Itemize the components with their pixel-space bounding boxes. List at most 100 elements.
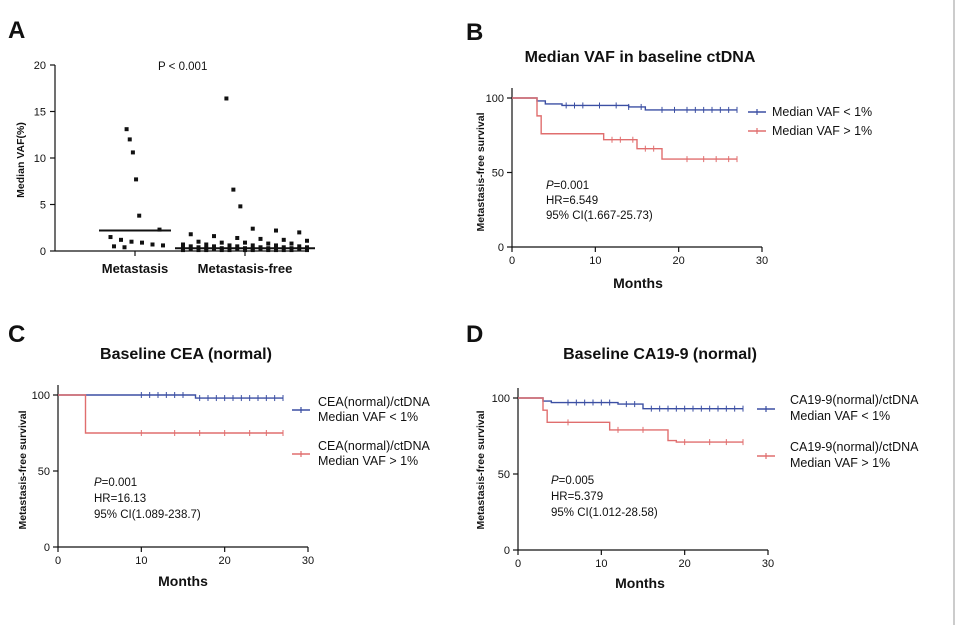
- panel-d-legend-marks: [757, 406, 775, 459]
- panel-a-point: [161, 243, 165, 248]
- panel-d-ytick-label: 100: [492, 393, 510, 405]
- panel-c-title: Baseline CEA (normal): [100, 346, 272, 363]
- panel-a-point: [281, 237, 286, 242]
- panel-a-point: [274, 228, 278, 233]
- panel-a-ticks: 0 5 10 15 20: [34, 60, 246, 258]
- panel-d: D Baseline CA19-9 (normal) Metastasis-fr…: [466, 321, 919, 591]
- panel-a-point: [212, 244, 216, 249]
- panel-d-curve-1: [518, 397, 743, 443]
- panel-a-point: [297, 230, 302, 235]
- panel-a-ytick-label: 0: [40, 246, 46, 258]
- panel-d-ytick-label: 50: [498, 469, 510, 481]
- panel-d-xlabel: Months: [615, 575, 665, 591]
- panel-a-point: [196, 239, 201, 244]
- panel-letter-d: D: [466, 321, 483, 348]
- panel-a-point: [250, 226, 255, 231]
- panel-letter-b: B: [466, 19, 483, 46]
- panel-b-xtick-label: 30: [756, 255, 768, 267]
- panel-a-ylabel: Median VAF(%): [15, 122, 27, 198]
- panel-d-ytick-label: 0: [504, 545, 510, 557]
- panel-a-point: [150, 242, 155, 247]
- panel-a-point: [112, 244, 116, 249]
- panel-a-ytick-label: 20: [34, 60, 46, 72]
- panel-a-point: [238, 204, 243, 209]
- panel-d-ticks: 0 50 100 0 10 20 30: [492, 393, 774, 570]
- panel-c-stat-ci: 95% CI(1.089-238.7): [94, 509, 201, 521]
- panel-a-point: [204, 248, 209, 253]
- panel-a-point: [274, 248, 278, 253]
- panel-a-point: [196, 248, 201, 253]
- panel-b-xtick-label: 20: [673, 255, 685, 267]
- panel-a-ytick-label: 10: [34, 153, 46, 165]
- panel-a-point: [181, 242, 185, 247]
- panel-b-ylabel: Metastasis-free survival: [475, 112, 487, 231]
- panel-a: A P < 0.001 Median VAF(%) 0 5 10 15 20 Metas…: [8, 17, 315, 276]
- panel-a-point: [231, 187, 236, 192]
- panel-c-ylabel: Metastasis-free survival: [17, 410, 29, 529]
- panel-a-point: [181, 248, 185, 253]
- panel-b-ytick-label: 0: [498, 242, 504, 254]
- panel-b-stat-p: P=0.001: [546, 180, 589, 192]
- panel-a-annotation: P < 0.001: [158, 61, 207, 73]
- panel-d-legend-1-line2: Median VAF > 1%: [790, 456, 890, 470]
- panel-b-curves: [512, 97, 738, 163]
- panel-d-xtick-label: 0: [515, 558, 521, 570]
- panel-b-axes: [511, 88, 762, 248]
- panel-b-ticks: 0 50 100 0 10 20 30: [486, 93, 768, 267]
- panel-d-legend-0-line2: Median VAF < 1%: [790, 409, 890, 423]
- panel-a-point: [219, 248, 224, 253]
- panel-c-ytick-label: 100: [32, 390, 50, 402]
- panel-c-legend-0-line2: Median VAF < 1%: [318, 410, 418, 424]
- panel-a-point: [124, 127, 129, 132]
- panel-a-point: [258, 236, 263, 241]
- panel-a-point: [297, 244, 302, 249]
- panel-a-point: [227, 243, 232, 248]
- panel-c: C Baseline CEA (normal) Metastasis-free …: [8, 321, 430, 589]
- panel-d-xtick-label: 30: [762, 558, 774, 570]
- panel-a-point: [305, 238, 309, 243]
- panel-a-point: [266, 248, 271, 253]
- panel-d-axes: [517, 388, 768, 551]
- panel-a-axes: [54, 65, 305, 252]
- panel-b: B Median VAF in baseline ctDNA Metastasi…: [466, 19, 872, 291]
- panel-a-point: [188, 244, 193, 249]
- panel-a-point: [134, 177, 139, 182]
- panel-b-legend-marks: [748, 109, 766, 134]
- panel-b-title: Median VAF in baseline ctDNA: [525, 49, 756, 66]
- panel-d-stat-p: P=0.005: [551, 475, 594, 487]
- panel-c-ytick-label: 50: [38, 466, 50, 478]
- panel-c-xtick-label: 0: [55, 555, 61, 567]
- panel-d-xtick-label: 10: [595, 558, 607, 570]
- panel-a-points: [108, 96, 309, 253]
- panel-a-point: [119, 237, 123, 242]
- panel-c-axes: [57, 385, 308, 548]
- panel-a-category-1: Metastasis-free: [198, 261, 293, 276]
- panel-a-point: [289, 241, 294, 246]
- panel-a-point: [122, 245, 127, 250]
- panel-a-point: [281, 248, 286, 253]
- panel-a-point: [243, 240, 247, 245]
- panel-d-legend-1-line1: CA19-9(normal)/ctDNA: [790, 440, 919, 454]
- panel-c-stat-p: P=0.001: [94, 477, 137, 489]
- panel-a-ytick-label: 15: [34, 107, 46, 119]
- panel-c-xtick-label: 10: [135, 555, 147, 567]
- panel-d-curves: [518, 397, 744, 446]
- panel-a-point: [188, 232, 193, 237]
- panel-a-point: [274, 243, 278, 248]
- panel-a-point: [250, 248, 255, 253]
- panel-d-title: Baseline CA19-9 (normal): [563, 346, 757, 363]
- panel-a-point: [219, 240, 224, 245]
- panel-a-point: [129, 239, 134, 244]
- panel-b-ytick-label: 50: [492, 168, 504, 180]
- panel-b-xlabel: Months: [613, 275, 663, 291]
- panel-b-ytick-label: 100: [486, 93, 504, 105]
- panel-a-ytick-label: 5: [40, 200, 46, 212]
- panel-letter-c: C: [8, 321, 25, 348]
- panel-c-xtick-label: 20: [219, 555, 231, 567]
- panel-c-stat-hr: HR=16.13: [94, 493, 146, 505]
- panel-c-ytick-label: 0: [44, 542, 50, 554]
- panel-a-point: [212, 234, 216, 239]
- panel-a-point: [108, 235, 113, 240]
- panel-a-point: [289, 248, 294, 253]
